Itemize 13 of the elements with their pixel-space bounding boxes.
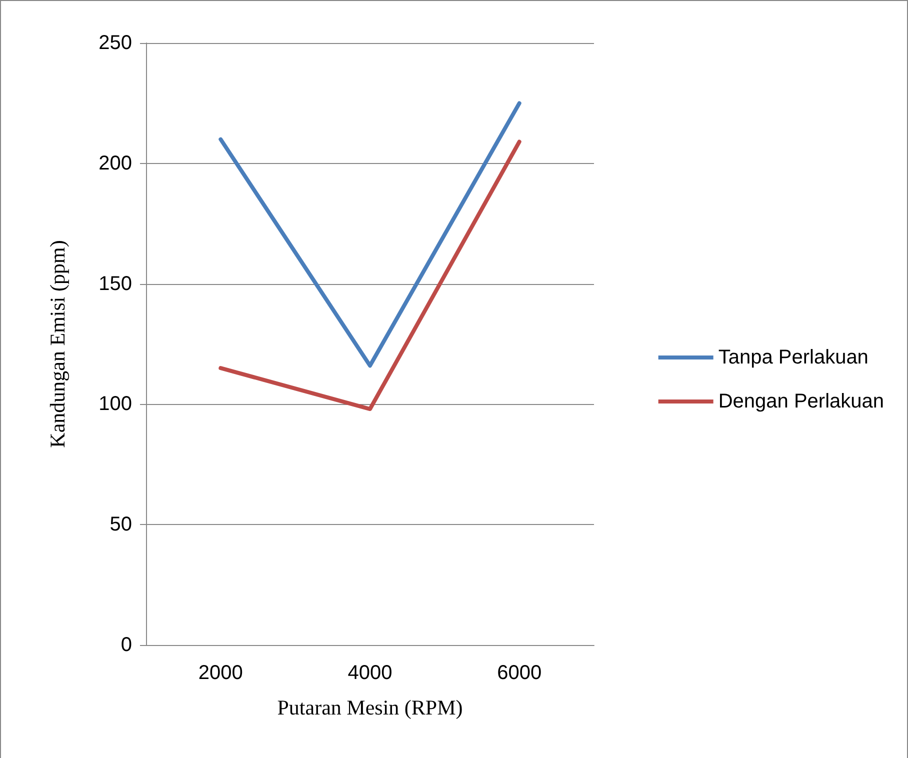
y-tick-label: 250	[98, 32, 132, 54]
y-tick-label: 0	[120, 634, 132, 656]
y-tick-label: 100	[98, 393, 132, 416]
x-tick-label: 4000	[348, 662, 392, 684]
y-tick-label: 150	[98, 272, 132, 295]
y-axis-title: Kandungan Emisi (ppm)	[46, 240, 70, 448]
legend-label: Dengan Perlakuan	[718, 390, 884, 412]
y-tick-label: 200	[98, 152, 132, 174]
x-axis-title: Putaran Mesin (RPM)	[277, 696, 463, 720]
x-tick-label: 2000	[198, 662, 243, 684]
y-tick-label: 50	[110, 514, 132, 536]
x-tick-label: 6000	[497, 662, 542, 684]
legend-label: Tanpa Perlakuan	[718, 346, 868, 368]
